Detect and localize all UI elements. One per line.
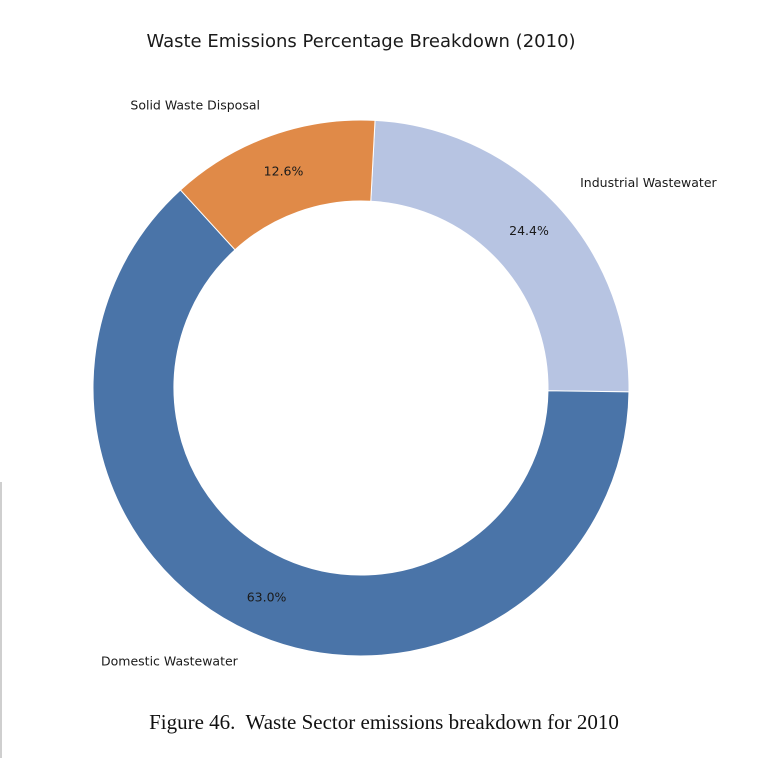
slice-solid-waste-disposal <box>179 119 376 251</box>
page-margin-rule <box>0 482 2 758</box>
figure-caption: Figure 46. Waste Sector emissions breakd… <box>149 710 619 734</box>
category-label: Domestic Wastewater <box>101 654 239 669</box>
donut-slices <box>92 119 630 657</box>
category-label: Industrial Wastewater <box>580 175 717 190</box>
donut-chart: Waste Emissions Percentage Breakdown (20… <box>92 31 718 669</box>
percent-label: 24.4% <box>509 223 549 238</box>
slice-domestic-wastewater <box>92 189 630 657</box>
category-label: Solid Waste Disposal <box>130 98 260 113</box>
percent-label: 63.0% <box>247 590 287 605</box>
slice-industrial-wastewater <box>370 119 630 393</box>
donut-labels: Industrial Wastewater 24.4% Domestic Waste… <box>101 98 717 669</box>
percent-label: 12.6% <box>264 163 304 178</box>
chart-title: Waste Emissions Percentage Breakdown (20… <box>146 31 575 52</box>
